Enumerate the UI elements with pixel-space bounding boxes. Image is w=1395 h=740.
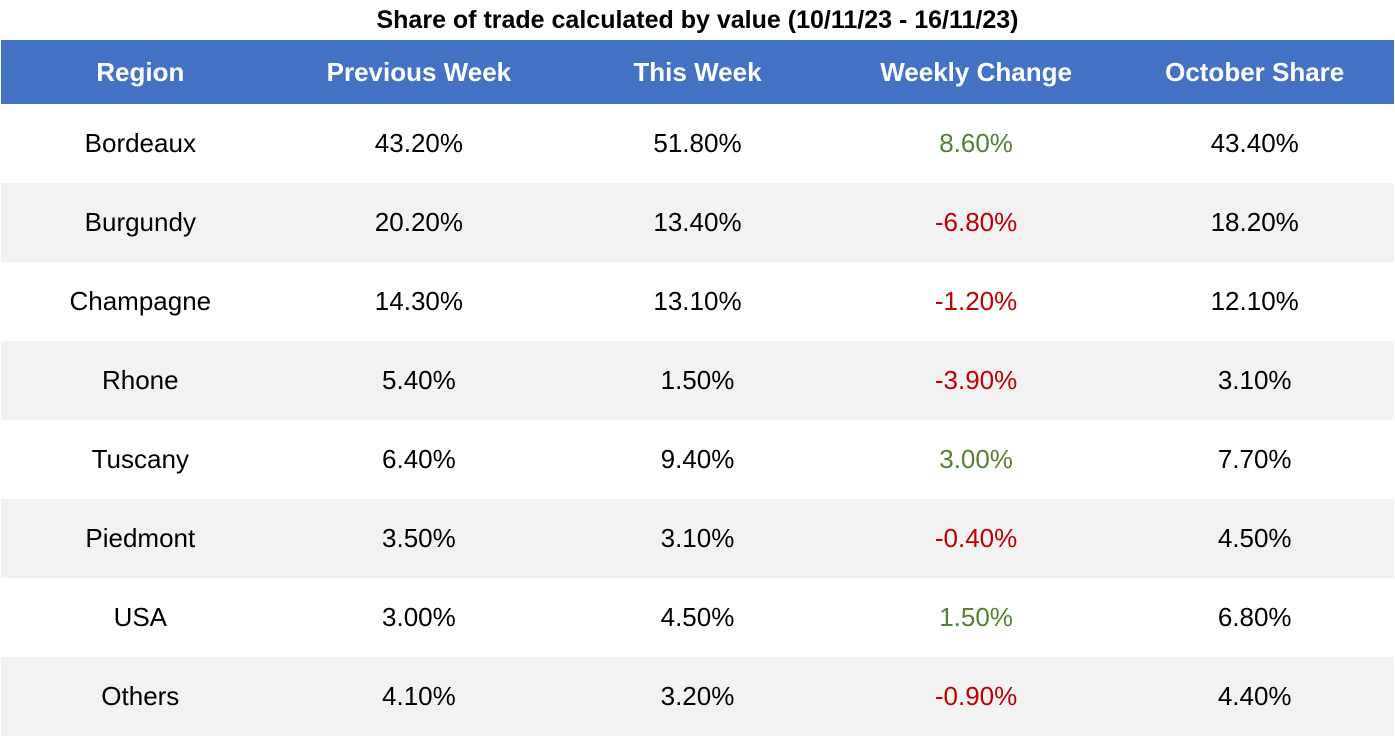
column-header-october-share: October Share [1165, 56, 1345, 87]
cell-previous-week: 3.00% [382, 602, 456, 632]
cell-region: Burgundy [84, 207, 196, 237]
table-row: USA 3.00% 4.50% 1.50% 6.80% [1, 578, 1394, 657]
cell-this-week: 13.10% [653, 286, 742, 316]
table-row: Burgundy 20.20% 13.40% -6.80% 18.20% [1, 183, 1394, 262]
table-row: Rhone 5.40% 1.50% -3.90% 3.10% [1, 341, 1394, 420]
cell-region: Bordeaux [84, 128, 196, 158]
cell-october-share: 18.20% [1210, 207, 1299, 237]
cell-previous-week: 6.40% [382, 444, 456, 474]
cell-previous-week: 43.20% [374, 128, 463, 158]
cell-october-share: 7.70% [1217, 444, 1292, 474]
cell-this-week: 9.40% [660, 444, 735, 474]
cell-weekly-change: -0.40% [934, 523, 1018, 553]
cell-weekly-change: -1.20% [934, 286, 1018, 316]
trade-share-table: Region Previous Week This Week Weekly Ch… [1, 40, 1394, 736]
cell-this-week: 3.10% [660, 523, 735, 553]
cell-october-share: 6.80% [1217, 602, 1292, 632]
cell-october-share: 12.10% [1210, 286, 1299, 316]
cell-weekly-change: 1.50% [939, 602, 1013, 632]
cell-this-week: 1.50% [660, 365, 735, 395]
cell-this-week: 13.40% [653, 207, 742, 237]
cell-previous-week: 4.10% [382, 681, 456, 711]
table-row: Tuscany 6.40% 9.40% 3.00% 7.70% [1, 420, 1394, 499]
cell-region: Rhone [101, 365, 179, 395]
cell-weekly-change: -0.90% [934, 681, 1018, 711]
table-row: Champagne 14.30% 13.10% -1.20% 12.10% [1, 262, 1394, 341]
cell-october-share: 3.10% [1217, 365, 1292, 395]
cell-previous-week: 14.30% [374, 286, 463, 316]
cell-october-share: 4.50% [1217, 523, 1292, 553]
cell-region: Champagne [69, 286, 212, 316]
table-body: Bordeaux 43.20% 51.80% 8.60% 43.40% Burgundy 2… [1, 104, 1394, 736]
table-row: Bordeaux 43.20% 51.80% 8.60% 43.40% [1, 104, 1394, 183]
cell-weekly-change: 3.00% [939, 444, 1013, 474]
table-header-row: Region Previous Week This Week Weekly Ch… [1, 40, 1394, 104]
column-header-weekly-change: Weekly Change [880, 56, 1072, 87]
cell-weekly-change: -3.90% [934, 365, 1018, 395]
column-header-previous-week: Previous Week [326, 56, 512, 87]
cell-region: Piedmont [85, 523, 196, 553]
cell-previous-week: 5.40% [382, 365, 456, 395]
cell-weekly-change: 8.60% [939, 128, 1013, 158]
cell-this-week: 4.50% [660, 602, 735, 632]
cell-this-week: 51.80% [653, 128, 742, 158]
cell-october-share: 4.40% [1217, 681, 1292, 711]
cell-region: Others [101, 681, 180, 711]
table-row: Piedmont 3.50% 3.10% -0.40% 4.50% [1, 499, 1394, 578]
cell-previous-week: 3.50% [382, 523, 456, 553]
table-title: Share of trade calculated by value (10/1… [376, 6, 1019, 34]
column-header-this-week: This Week [633, 56, 762, 87]
cell-this-week: 3.20% [660, 681, 735, 711]
column-header-region: Region [96, 56, 185, 87]
cell-region: Tuscany [91, 444, 189, 474]
table-row: Others 4.10% 3.20% -0.90% 4.40% [1, 657, 1394, 736]
cell-region: USA [113, 602, 168, 632]
cell-previous-week: 20.20% [374, 207, 463, 237]
cell-weekly-change: -6.80% [934, 207, 1018, 237]
cell-october-share: 43.40% [1210, 128, 1299, 158]
